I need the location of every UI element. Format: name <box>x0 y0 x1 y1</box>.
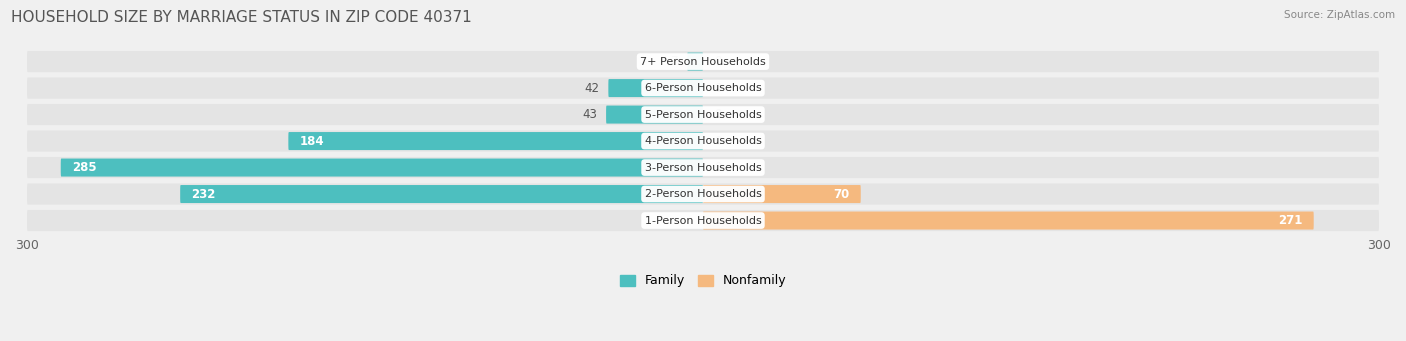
FancyBboxPatch shape <box>609 79 703 97</box>
FancyBboxPatch shape <box>60 159 703 177</box>
Text: 0: 0 <box>714 55 721 68</box>
Text: 43: 43 <box>582 108 598 121</box>
Text: 7+ Person Households: 7+ Person Households <box>640 57 766 66</box>
Text: 0: 0 <box>714 108 721 121</box>
FancyBboxPatch shape <box>27 131 1379 152</box>
Legend: Family, Nonfamily: Family, Nonfamily <box>620 275 786 287</box>
FancyBboxPatch shape <box>688 53 703 71</box>
FancyBboxPatch shape <box>27 104 1379 125</box>
Text: 2-Person Households: 2-Person Households <box>644 189 762 199</box>
Text: 285: 285 <box>72 161 97 174</box>
FancyBboxPatch shape <box>27 157 1379 178</box>
FancyBboxPatch shape <box>27 183 1379 205</box>
FancyBboxPatch shape <box>27 210 1379 231</box>
FancyBboxPatch shape <box>288 132 703 150</box>
FancyBboxPatch shape <box>180 185 703 203</box>
Text: 184: 184 <box>299 135 325 148</box>
FancyBboxPatch shape <box>703 185 860 203</box>
Text: 271: 271 <box>1278 214 1302 227</box>
Text: 232: 232 <box>191 188 217 201</box>
Text: HOUSEHOLD SIZE BY MARRIAGE STATUS IN ZIP CODE 40371: HOUSEHOLD SIZE BY MARRIAGE STATUS IN ZIP… <box>11 10 472 25</box>
Text: 5-Person Households: 5-Person Households <box>644 109 762 120</box>
Text: 0: 0 <box>714 135 721 148</box>
Text: 3-Person Households: 3-Person Households <box>644 163 762 173</box>
FancyBboxPatch shape <box>27 51 1379 72</box>
FancyBboxPatch shape <box>27 77 1379 99</box>
FancyBboxPatch shape <box>606 106 703 123</box>
Text: Source: ZipAtlas.com: Source: ZipAtlas.com <box>1284 10 1395 20</box>
Text: 70: 70 <box>834 188 849 201</box>
Text: 6-Person Households: 6-Person Households <box>644 83 762 93</box>
Text: 0: 0 <box>714 81 721 94</box>
Text: 42: 42 <box>585 81 599 94</box>
Text: 4-Person Households: 4-Person Households <box>644 136 762 146</box>
FancyBboxPatch shape <box>703 211 1313 229</box>
Text: 7: 7 <box>671 55 678 68</box>
Text: 1-Person Households: 1-Person Households <box>644 216 762 225</box>
Text: 0: 0 <box>714 161 721 174</box>
